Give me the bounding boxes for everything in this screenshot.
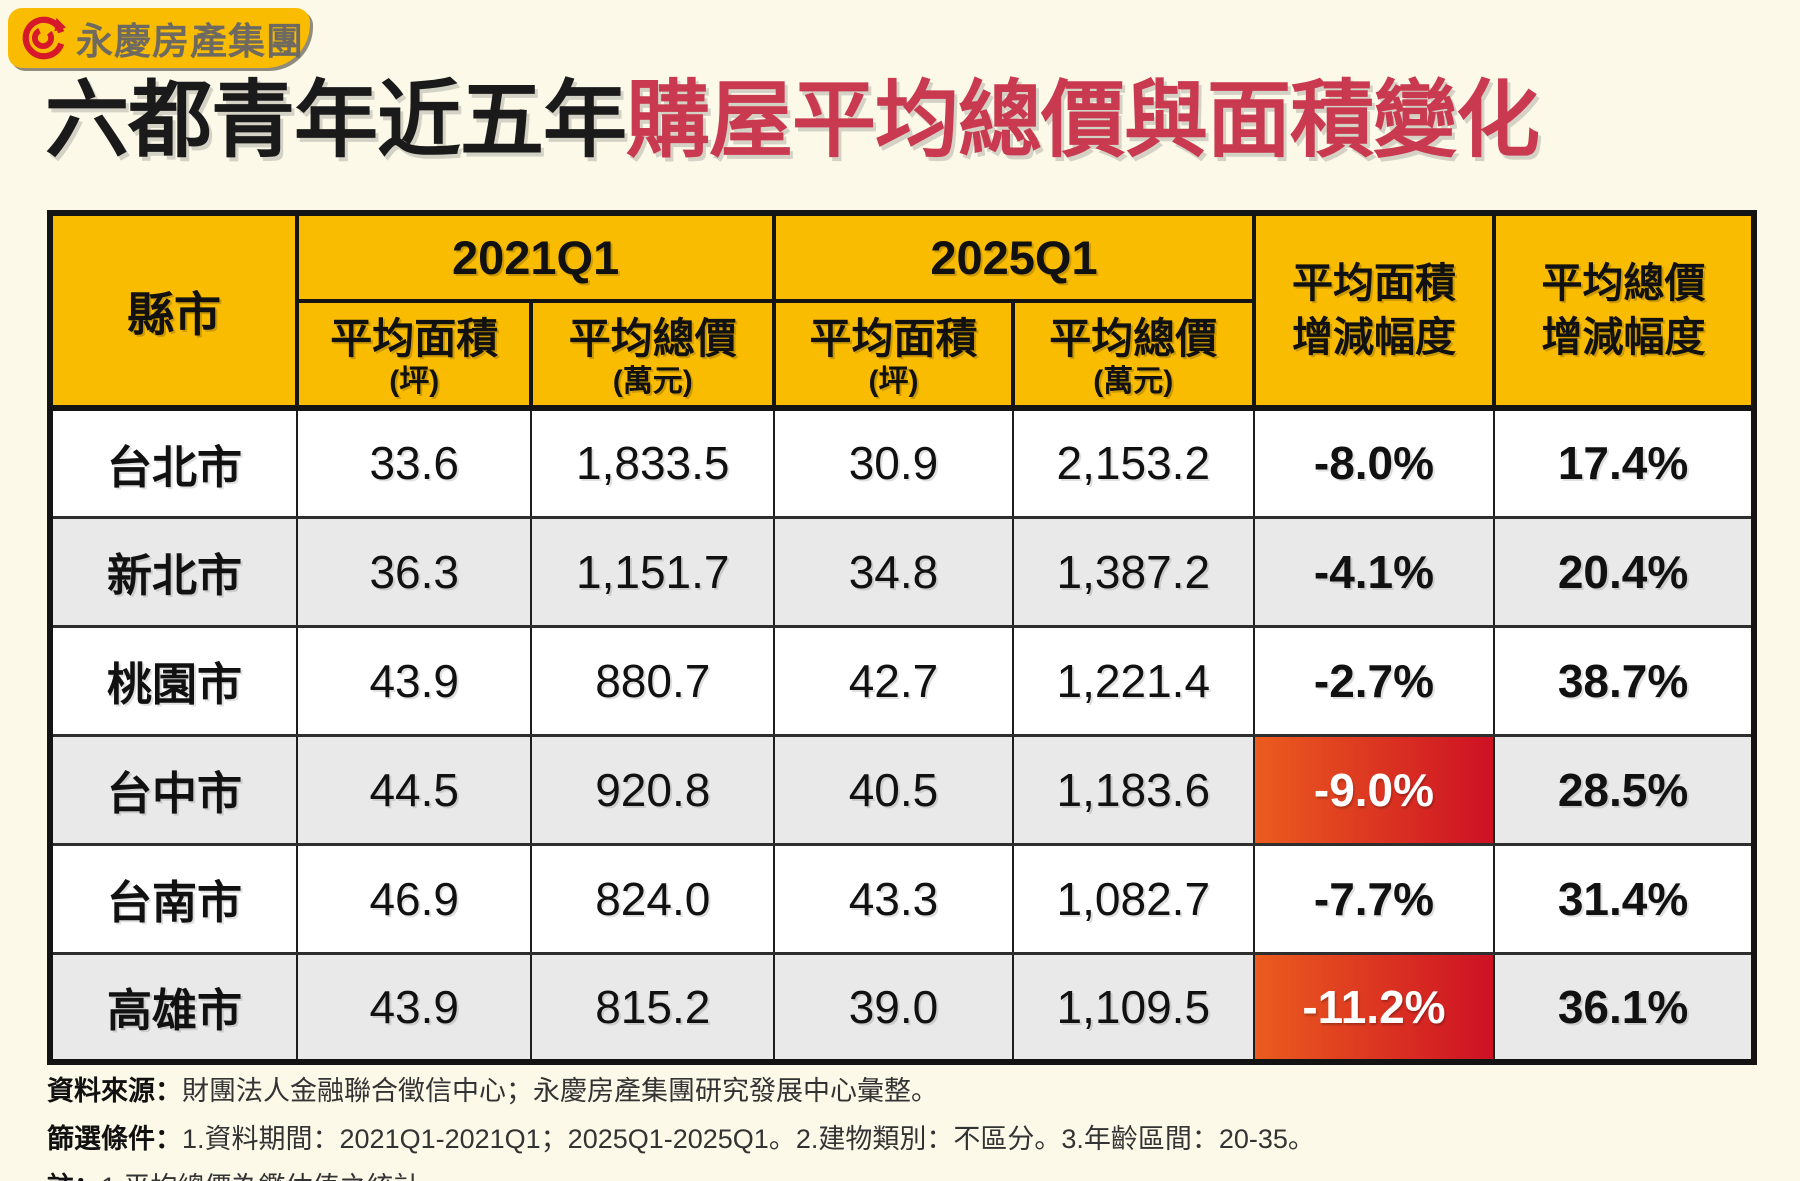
- footnote-filter-label: 篩選條件：: [47, 1124, 182, 1155]
- city-cell: 桃園市: [48, 624, 299, 737]
- data-cell: 42.7: [773, 624, 1014, 737]
- footnote-filter-text: 1.資料期間：2021Q1-2021Q1；2025Q1-2025Q1。2.建物類…: [182, 1124, 1315, 1155]
- area-change-cell: -8.0%: [1252, 406, 1496, 519]
- avg-price-unit: (萬元): [612, 364, 693, 398]
- data-cell: 39.0: [773, 951, 1014, 1064]
- data-cell: 46.9: [296, 842, 533, 955]
- city-cell: 新北市: [48, 515, 299, 628]
- area-change-cell: -7.7%: [1252, 842, 1496, 955]
- area-change-cell-highlighted: -11.2%: [1252, 951, 1496, 1064]
- data-cell: 880.7: [530, 624, 776, 737]
- data-cell: 1,151.7: [530, 515, 776, 628]
- header-avg-price-2021: 平均總價 (萬元): [529, 299, 777, 411]
- header-avg-area-2021: 平均面積 (坪): [295, 299, 534, 411]
- header-area-change: 平均面積 增減幅度: [1251, 211, 1497, 411]
- data-cell: 1,221.4: [1011, 624, 1255, 737]
- header-price-change-line2: 增減幅度: [1541, 313, 1706, 360]
- title-black-segment: 六都青年近五年: [45, 73, 627, 167]
- header-county: 縣市: [47, 211, 300, 411]
- data-cell: 815.2: [530, 951, 776, 1064]
- table-row-taichung: 台中市 44.5 920.8 40.5 1,183.6 -9.0% 28.5%: [48, 733, 1755, 846]
- avg-area-label: 平均面積: [330, 314, 499, 362]
- avg-area-label: 平均面積: [809, 314, 978, 362]
- avg-price-label: 平均總價: [1049, 314, 1218, 362]
- header-avg-area-2025: 平均面積 (坪): [772, 299, 1015, 411]
- table-row-tainan: 台南市 46.9 824.0 43.3 1,082.7 -7.7% 31.4%: [48, 842, 1755, 955]
- footnote-remark-label: 註：: [47, 1172, 101, 1181]
- footnotes: 資料來源：財團法人金融聯合徵信中心；永慶房產集團研究發展中心彙整。 篩選條件：1…: [47, 1072, 1757, 1181]
- header-area-change-line2: 增減幅度: [1291, 313, 1456, 360]
- yungching-logo-icon: [22, 16, 66, 60]
- table-row-kaohsiung: 高雄市 43.9 815.2 39.0 1,109.5 -11.2% 36.1%: [48, 951, 1755, 1064]
- area-change-cell: -2.7%: [1252, 624, 1496, 737]
- header-2025q1: 2025Q1: [772, 211, 1256, 303]
- avg-price-label: 平均總價: [568, 314, 737, 362]
- city-cell: 高雄市: [48, 951, 299, 1064]
- data-cell: 1,387.2: [1011, 515, 1255, 628]
- summary-table: 縣市 2021Q1 2025Q1 平均面積 增減幅度 平均總價 增減幅度 平均面…: [47, 210, 1757, 1065]
- price-change-cell: 31.4%: [1493, 842, 1755, 955]
- area-change-cell-highlighted: -9.0%: [1252, 733, 1496, 846]
- header-avg-price-2025: 平均總價 (萬元): [1010, 299, 1256, 411]
- footnote-remark-text: 1.平均總價為鑑估值之統計。: [101, 1172, 448, 1181]
- avg-area-unit: (坪): [868, 364, 919, 398]
- footnote-source: 資料來源：財團法人金融聯合徵信中心；永慶房產集團研究發展中心彙整。: [47, 1072, 1757, 1111]
- logo-text: 永慶房產集團: [76, 21, 304, 62]
- price-change-cell: 36.1%: [1493, 951, 1755, 1064]
- footnote-source-label: 資料來源：: [47, 1076, 182, 1106]
- header-2021q1: 2021Q1: [295, 211, 777, 303]
- data-cell: 36.3: [296, 515, 533, 628]
- footnote-source-text: 財團法人金融聯合徵信中心；永慶房產集團研究發展中心彙整。: [182, 1076, 938, 1106]
- price-change-cell: 28.5%: [1493, 733, 1755, 846]
- footnote-remark: 註：1.平均總價為鑑估值之統計。: [47, 1168, 1757, 1181]
- data-cell: 1,082.7: [1011, 842, 1255, 955]
- avg-area-unit: (坪): [389, 364, 440, 398]
- table-row-taoyuan: 桃園市 43.9 880.7 42.7 1,221.4 -2.7% 38.7%: [48, 624, 1755, 737]
- data-cell: 824.0: [530, 842, 776, 955]
- price-change-cell: 38.7%: [1493, 624, 1755, 737]
- title-red-segment: 購屋平均總價與面積變化: [626, 73, 1540, 167]
- price-change-cell: 20.4%: [1493, 515, 1755, 628]
- avg-price-unit: (萬元): [1093, 364, 1174, 398]
- data-cell: 2,153.2: [1011, 406, 1255, 519]
- logo-badge: 永慶房產集團: [8, 8, 310, 68]
- data-cell: 40.5: [773, 733, 1014, 846]
- data-cell: 34.8: [773, 515, 1014, 628]
- data-cell: 30.9: [773, 406, 1014, 519]
- data-cell: 43.9: [296, 951, 533, 1064]
- city-cell: 台南市: [48, 842, 299, 955]
- data-cell: 43.3: [773, 842, 1014, 955]
- data-cell: 1,833.5: [530, 406, 776, 519]
- table-row-newtaipei: 新北市 36.3 1,151.7 34.8 1,387.2 -4.1% 20.4…: [48, 515, 1755, 628]
- header-price-change: 平均總價 增減幅度: [1492, 211, 1756, 411]
- data-cell: 33.6: [296, 406, 533, 519]
- page-title: 六都青年近五年購屋平均總價與面積變化: [45, 74, 1757, 166]
- data-cell: 1,183.6: [1011, 733, 1255, 846]
- price-change-cell: 17.4%: [1493, 406, 1755, 519]
- data-cell: 44.5: [296, 733, 533, 846]
- city-cell: 台北市: [48, 406, 299, 519]
- area-change-cell: -4.1%: [1252, 515, 1496, 628]
- table-row-taipei: 台北市 33.6 1,833.5 30.9 2,153.2 -8.0% 17.4…: [48, 406, 1755, 519]
- data-cell: 43.9: [296, 624, 533, 737]
- footnote-filter: 篩選條件：1.資料期間：2021Q1-2021Q1；2025Q1-2025Q1。…: [47, 1120, 1757, 1159]
- header-area-change-line1: 平均面積: [1291, 260, 1456, 307]
- header-price-change-line1: 平均總價: [1541, 260, 1706, 307]
- data-cell: 920.8: [530, 733, 776, 846]
- data-cell: 1,109.5: [1011, 951, 1255, 1064]
- city-cell: 台中市: [48, 733, 299, 846]
